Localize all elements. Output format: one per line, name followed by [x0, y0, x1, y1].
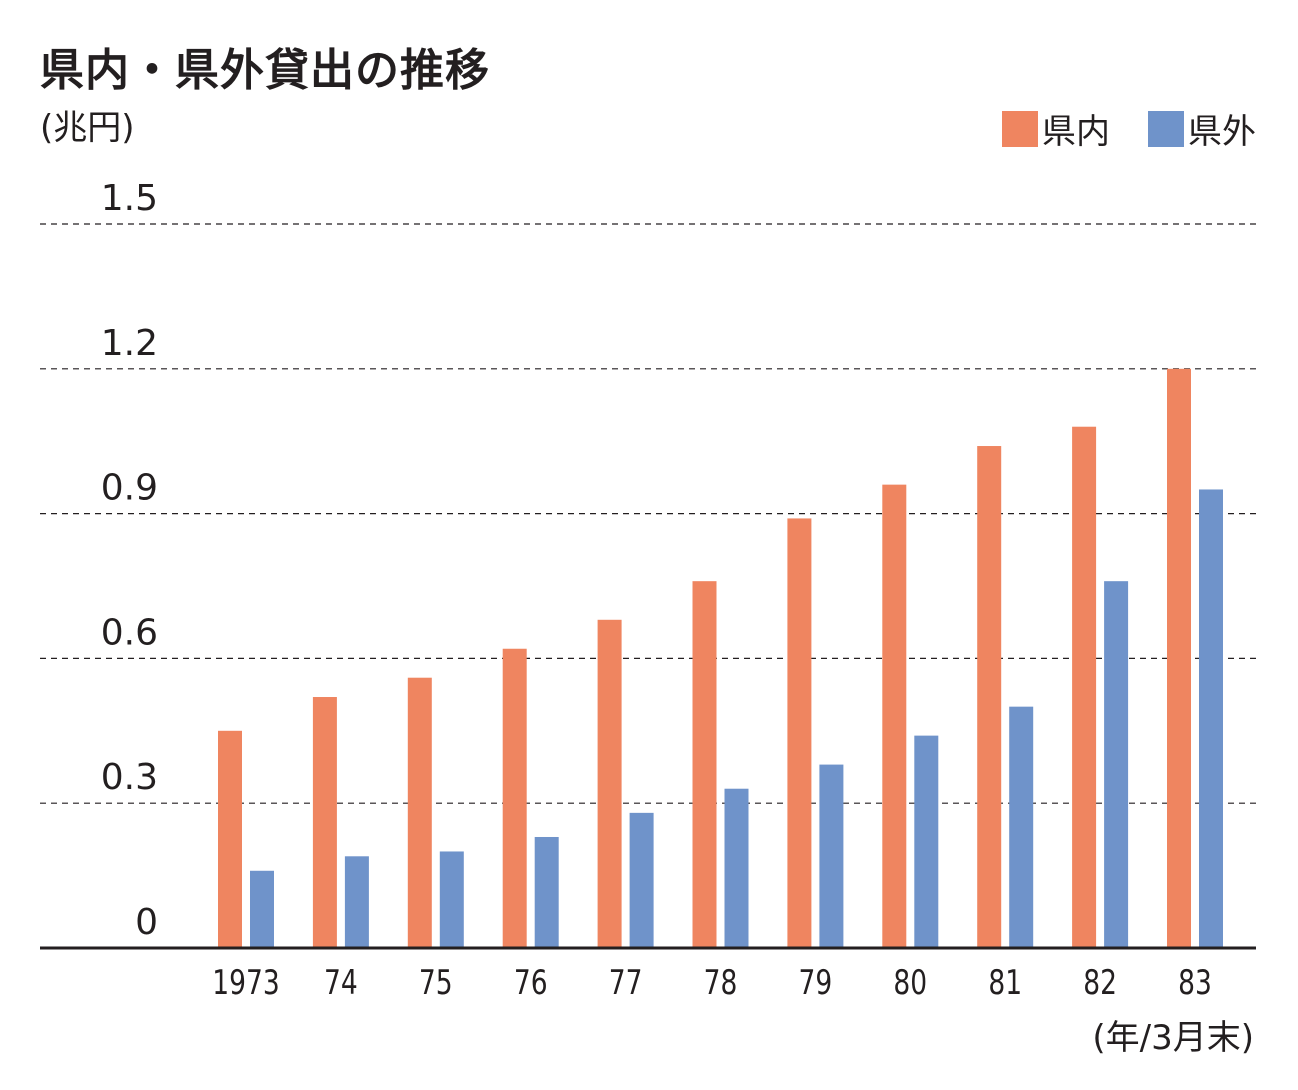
y-tick-label: 1.5 — [101, 178, 158, 219]
legend-label-kengai: 県外 — [1188, 112, 1256, 152]
grid-lines — [40, 223, 1256, 804]
x-tick-label: 77 — [609, 964, 643, 1003]
chart-title: 県内・県外貸出の推移 — [40, 45, 490, 96]
x-tick-label: 76 — [514, 964, 548, 1003]
bar-kennai-76 — [502, 648, 527, 948]
bar-kennai-74 — [312, 697, 337, 948]
bar-kennai-77 — [597, 619, 622, 948]
x-tick-label: 82 — [1083, 964, 1117, 1003]
x-tick-label: 1973 — [212, 964, 279, 1003]
legend-swatch-kennai — [1002, 110, 1038, 147]
legend: 県内 県外 — [964, 104, 1256, 153]
x-tick-label: 83 — [1178, 964, 1212, 1003]
y-tick-label: 0.3 — [101, 757, 158, 798]
bar-kennai-78 — [692, 581, 717, 948]
legend-swatch-kengai — [1148, 110, 1184, 147]
bar-kennai-80 — [882, 484, 907, 948]
y-tick-label: 0.6 — [101, 612, 158, 653]
bars — [218, 368, 1223, 949]
legend-item-kennai: 県内 — [1002, 104, 1110, 153]
x-tick-label: 80 — [893, 964, 927, 1003]
bar-kengai-1973 — [250, 870, 274, 948]
bar-kengai-77 — [629, 812, 654, 948]
bar-kengai-76 — [534, 836, 559, 948]
bar-kengai-78 — [724, 788, 749, 948]
x-tick-label: 79 — [799, 964, 833, 1003]
bar-kennai-79 — [787, 518, 812, 948]
y-tick-labels: 0 0.3 0.6 0.9 1.2 1.5 — [101, 178, 158, 943]
legend-item-kengai: 県外 — [1148, 104, 1256, 153]
x-tick-label: 78 — [704, 964, 738, 1003]
x-unit-label: (年/3月末) — [1092, 1018, 1254, 1058]
bar-kengai-83 — [1199, 489, 1223, 948]
bar-kengai-79 — [819, 764, 844, 948]
y-tick-label: 0.9 — [101, 468, 158, 509]
y-unit-label: (兆円) — [40, 108, 135, 148]
bar-kennai-83 — [1167, 368, 1191, 948]
x-tick-label: 74 — [324, 964, 358, 1003]
bar-kengai-75 — [439, 851, 464, 948]
bar-kennai-81 — [977, 446, 1002, 948]
bar-kennai-82 — [1072, 426, 1097, 949]
bar-kengai-82 — [1104, 581, 1129, 948]
bar-kennai-75 — [407, 677, 432, 948]
x-tick-labels: 1973 74 75 76 77 78 79 80 81 82 83 — [212, 964, 1212, 1003]
bar-kennai-1973 — [218, 730, 242, 948]
bar-kengai-81 — [1009, 706, 1034, 948]
bar-kengai-80 — [914, 735, 939, 948]
y-tick-label: 1.2 — [101, 323, 158, 364]
y-tick-label: 0 — [135, 902, 158, 943]
x-tick-label: 75 — [419, 964, 453, 1003]
legend-label-kennai: 県内 — [1042, 112, 1110, 152]
bar-kengai-74 — [344, 856, 369, 948]
x-tick-label: 81 — [988, 964, 1022, 1003]
